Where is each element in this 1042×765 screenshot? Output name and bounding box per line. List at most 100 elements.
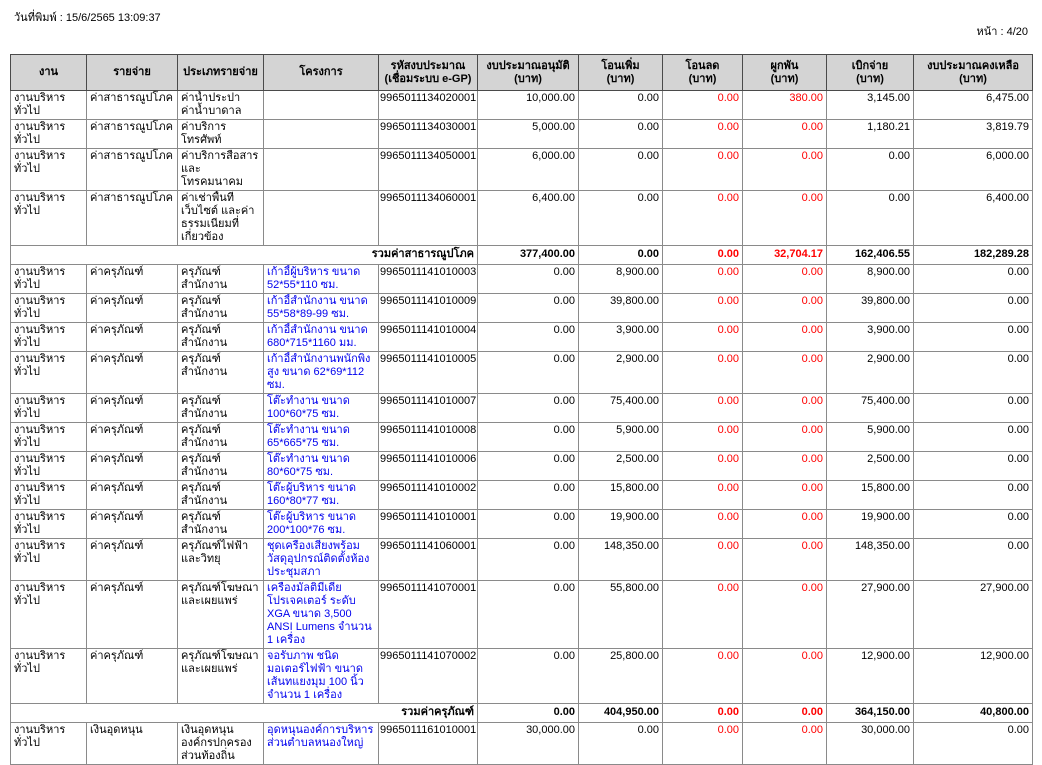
cell-expense-type: ครุภัณฑ์สำนักงาน <box>177 393 264 423</box>
cell-committed: 32,704.17 <box>742 245 827 265</box>
cell-expense-type: ครุภัณฑ์สำนักงาน <box>177 322 264 352</box>
cell-code: 9965011134030001 <box>378 119 478 149</box>
column-header-expense_type: ประเภทรายจ่าย <box>177 54 264 91</box>
cell-project: เก้าอี้สำนักงาน ขนาด 680*715*1160 มม. <box>263 322 379 352</box>
cell-approved: 377,400.00 <box>477 245 579 265</box>
cell-job: งานบริหารทั่วไป <box>10 393 87 423</box>
cell-expense-type: เงินอุดหนุนองค์กรปกครองส่วนท้องถิ่น <box>177 722 264 765</box>
cell-remaining: 0.00 <box>913 393 1033 423</box>
cell-expense-type: ครุภัณฑ์ไฟฟ้าและวิทยุ <box>177 538 264 581</box>
cell-approved: 0.00 <box>477 322 579 352</box>
cell-disbursed: 1,180.21 <box>826 119 914 149</box>
cell-expense-type: ครุภัณฑ์สำนักงาน <box>177 451 264 481</box>
cell-approved: 0.00 <box>477 264 579 294</box>
cell-expense: ค่าสาธารณูปโภค <box>86 190 178 246</box>
cell-job: งานบริหารทั่วไป <box>10 480 87 510</box>
cell-committed: 0.00 <box>742 703 827 723</box>
summary-row: รวมค่าสาธารณูปโภค 377,400.00 0.00 0.00 32,70… <box>10 245 1033 265</box>
cell-project: เครื่องมัลติมีเดียโปรเจคเตอร์ ระดับ XGA … <box>263 580 379 649</box>
cell-committed: 0.00 <box>742 451 827 481</box>
cell-remaining: 6,000.00 <box>913 148 1033 191</box>
cell-disbursed: 148,350.00 <box>826 538 914 581</box>
cell-disbursed: 15,800.00 <box>826 480 914 510</box>
cell-expense: ค่าครุภัณฑ์ <box>86 293 178 323</box>
cell-disbursed: 8,900.00 <box>826 264 914 294</box>
table-header: งาน รายจ่าย ประเภทรายจ่าย โครงการ รหัสงบประม… <box>10 54 1033 91</box>
cell-project <box>263 190 379 246</box>
cell-expense-type: ค่าน้ำประปา ค่าน้ำบาดาล <box>177 90 264 120</box>
cell-code: 9965011161010001 <box>378 722 478 765</box>
cell-disbursed: 27,900.00 <box>826 580 914 649</box>
cell-code: 9965011141010005 <box>378 351 478 394</box>
cell-remaining: 0.00 <box>913 451 1033 481</box>
column-header-transfer_in: โอนเพิ่ม (บาท) <box>578 54 663 91</box>
cell-expense-type: ครุภัณฑ์สำนักงาน <box>177 480 264 510</box>
cell-remaining: 40,800.00 <box>913 703 1033 723</box>
cell-expense: ค่าครุภัณฑ์ <box>86 351 178 394</box>
cell-approved: 0.00 <box>477 451 579 481</box>
cell-disbursed: 162,406.55 <box>826 245 914 265</box>
cell-committed: 0.00 <box>742 148 827 191</box>
cell-project: โต๊ะผู้บริหาร ขนาด 160*80*77 ซม. <box>263 480 379 510</box>
cell-expense: ค่าสาธารณูปโภค <box>86 119 178 149</box>
cell-committed: 0.00 <box>742 322 827 352</box>
cell-code: 9965011141010001 <box>378 509 478 539</box>
cell-transfer-out: 0.00 <box>662 351 743 394</box>
cell-expense: ค่าครุภัณฑ์ <box>86 322 178 352</box>
cell-transfer-out: 0.00 <box>662 451 743 481</box>
cell-code: 9965011141070002 <box>378 648 478 704</box>
cell-code: 9965011141010004 <box>378 322 478 352</box>
table-row: งานบริหารทั่วไป ค่าครุภัณฑ์ ครุภัณฑ์สำนักง… <box>10 393 1033 423</box>
cell-remaining: 27,900.00 <box>913 580 1033 649</box>
cell-expense: ค่าครุภัณฑ์ <box>86 648 178 704</box>
summary-row-label: รวมค่าสาธารณูปโภค <box>10 245 478 265</box>
cell-disbursed: 12,900.00 <box>826 648 914 704</box>
column-header-disbursed: เบิกจ่าย (บาท) <box>826 54 914 91</box>
cell-project: ชุดเครื่องเสียงพร้อมวัสดุอุปกรณ์ติดตั้งห… <box>263 538 379 581</box>
cell-project: อุดหนุนองค์การบริหารส่วนตำบลหนองใหญ่ <box>263 722 379 765</box>
cell-expense: ค่าครุภัณฑ์ <box>86 393 178 423</box>
column-header-transfer_out: โอนลด (บาท) <box>662 54 743 91</box>
cell-job: งานบริหารทั่วไป <box>10 722 87 765</box>
table-row: งานบริหารทั่วไป ค่าครุภัณฑ์ ครุภัณฑ์โฆษณาแ… <box>10 648 1033 704</box>
column-header-project: โครงการ <box>263 54 379 91</box>
column-header-remaining: งบประมาณคงเหลือ (บาท) <box>913 54 1033 91</box>
cell-code: 9965011134060001 <box>378 190 478 246</box>
cell-transfer-out: 0.00 <box>662 509 743 539</box>
report-meta: วันที่พิมพ์ : 15/6/2565 13:09:37 หน้า : … <box>10 10 1032 54</box>
table-row: งานบริหารทั่วไป ค่าครุภัณฑ์ ครุภัณฑ์สำนักง… <box>10 451 1033 481</box>
cell-approved: 5,000.00 <box>477 119 579 149</box>
cell-expense: ค่าครุภัณฑ์ <box>86 480 178 510</box>
column-header-job: งาน <box>10 54 87 91</box>
cell-committed: 0.00 <box>742 119 827 149</box>
cell-expense: ค่าสาธารณูปโภค <box>86 148 178 191</box>
cell-job: งานบริหารทั่วไป <box>10 322 87 352</box>
cell-transfer-in: 148,350.00 <box>578 538 663 581</box>
cell-transfer-in: 2,500.00 <box>578 451 663 481</box>
cell-expense-type: ครุภัณฑ์สำนักงาน <box>177 509 264 539</box>
cell-expense-type: ครุภัณฑ์สำนักงาน <box>177 422 264 452</box>
cell-transfer-in: 75,400.00 <box>578 393 663 423</box>
table-row: งานบริหารทั่วไป ค่าครุภัณฑ์ ครุภัณฑ์สำนักง… <box>10 422 1033 452</box>
cell-transfer-in: 0.00 <box>578 148 663 191</box>
cell-expense: ค่าครุภัณฑ์ <box>86 509 178 539</box>
cell-project: โต๊ะทำงาน ขนาด 100*60*75 ซม. <box>263 393 379 423</box>
cell-code: 9965011141010009 <box>378 293 478 323</box>
cell-approved: 0.00 <box>477 480 579 510</box>
cell-job: งานบริหารทั่วไป <box>10 264 87 294</box>
cell-job: งานบริหารทั่วไป <box>10 90 87 120</box>
cell-expense: เงินอุดหนุน <box>86 722 178 765</box>
cell-approved: 0.00 <box>477 703 579 723</box>
cell-expense: ค่าครุภัณฑ์ <box>86 422 178 452</box>
cell-code: 9965011141010003 <box>378 264 478 294</box>
cell-committed: 0.00 <box>742 722 827 765</box>
page-number-label: หน้า : 4/20 <box>976 26 1028 38</box>
cell-approved: 10,000.00 <box>477 90 579 120</box>
cell-transfer-out: 0.00 <box>662 148 743 191</box>
cell-project: เก้าอี้สำนักงาน ขนาด 55*58*89-99 ซม. <box>263 293 379 323</box>
cell-disbursed: 364,150.00 <box>826 703 914 723</box>
cell-approved: 0.00 <box>477 648 579 704</box>
cell-approved: 0.00 <box>477 538 579 581</box>
cell-code: 9965011141070001 <box>378 580 478 649</box>
cell-transfer-out: 0.00 <box>662 422 743 452</box>
